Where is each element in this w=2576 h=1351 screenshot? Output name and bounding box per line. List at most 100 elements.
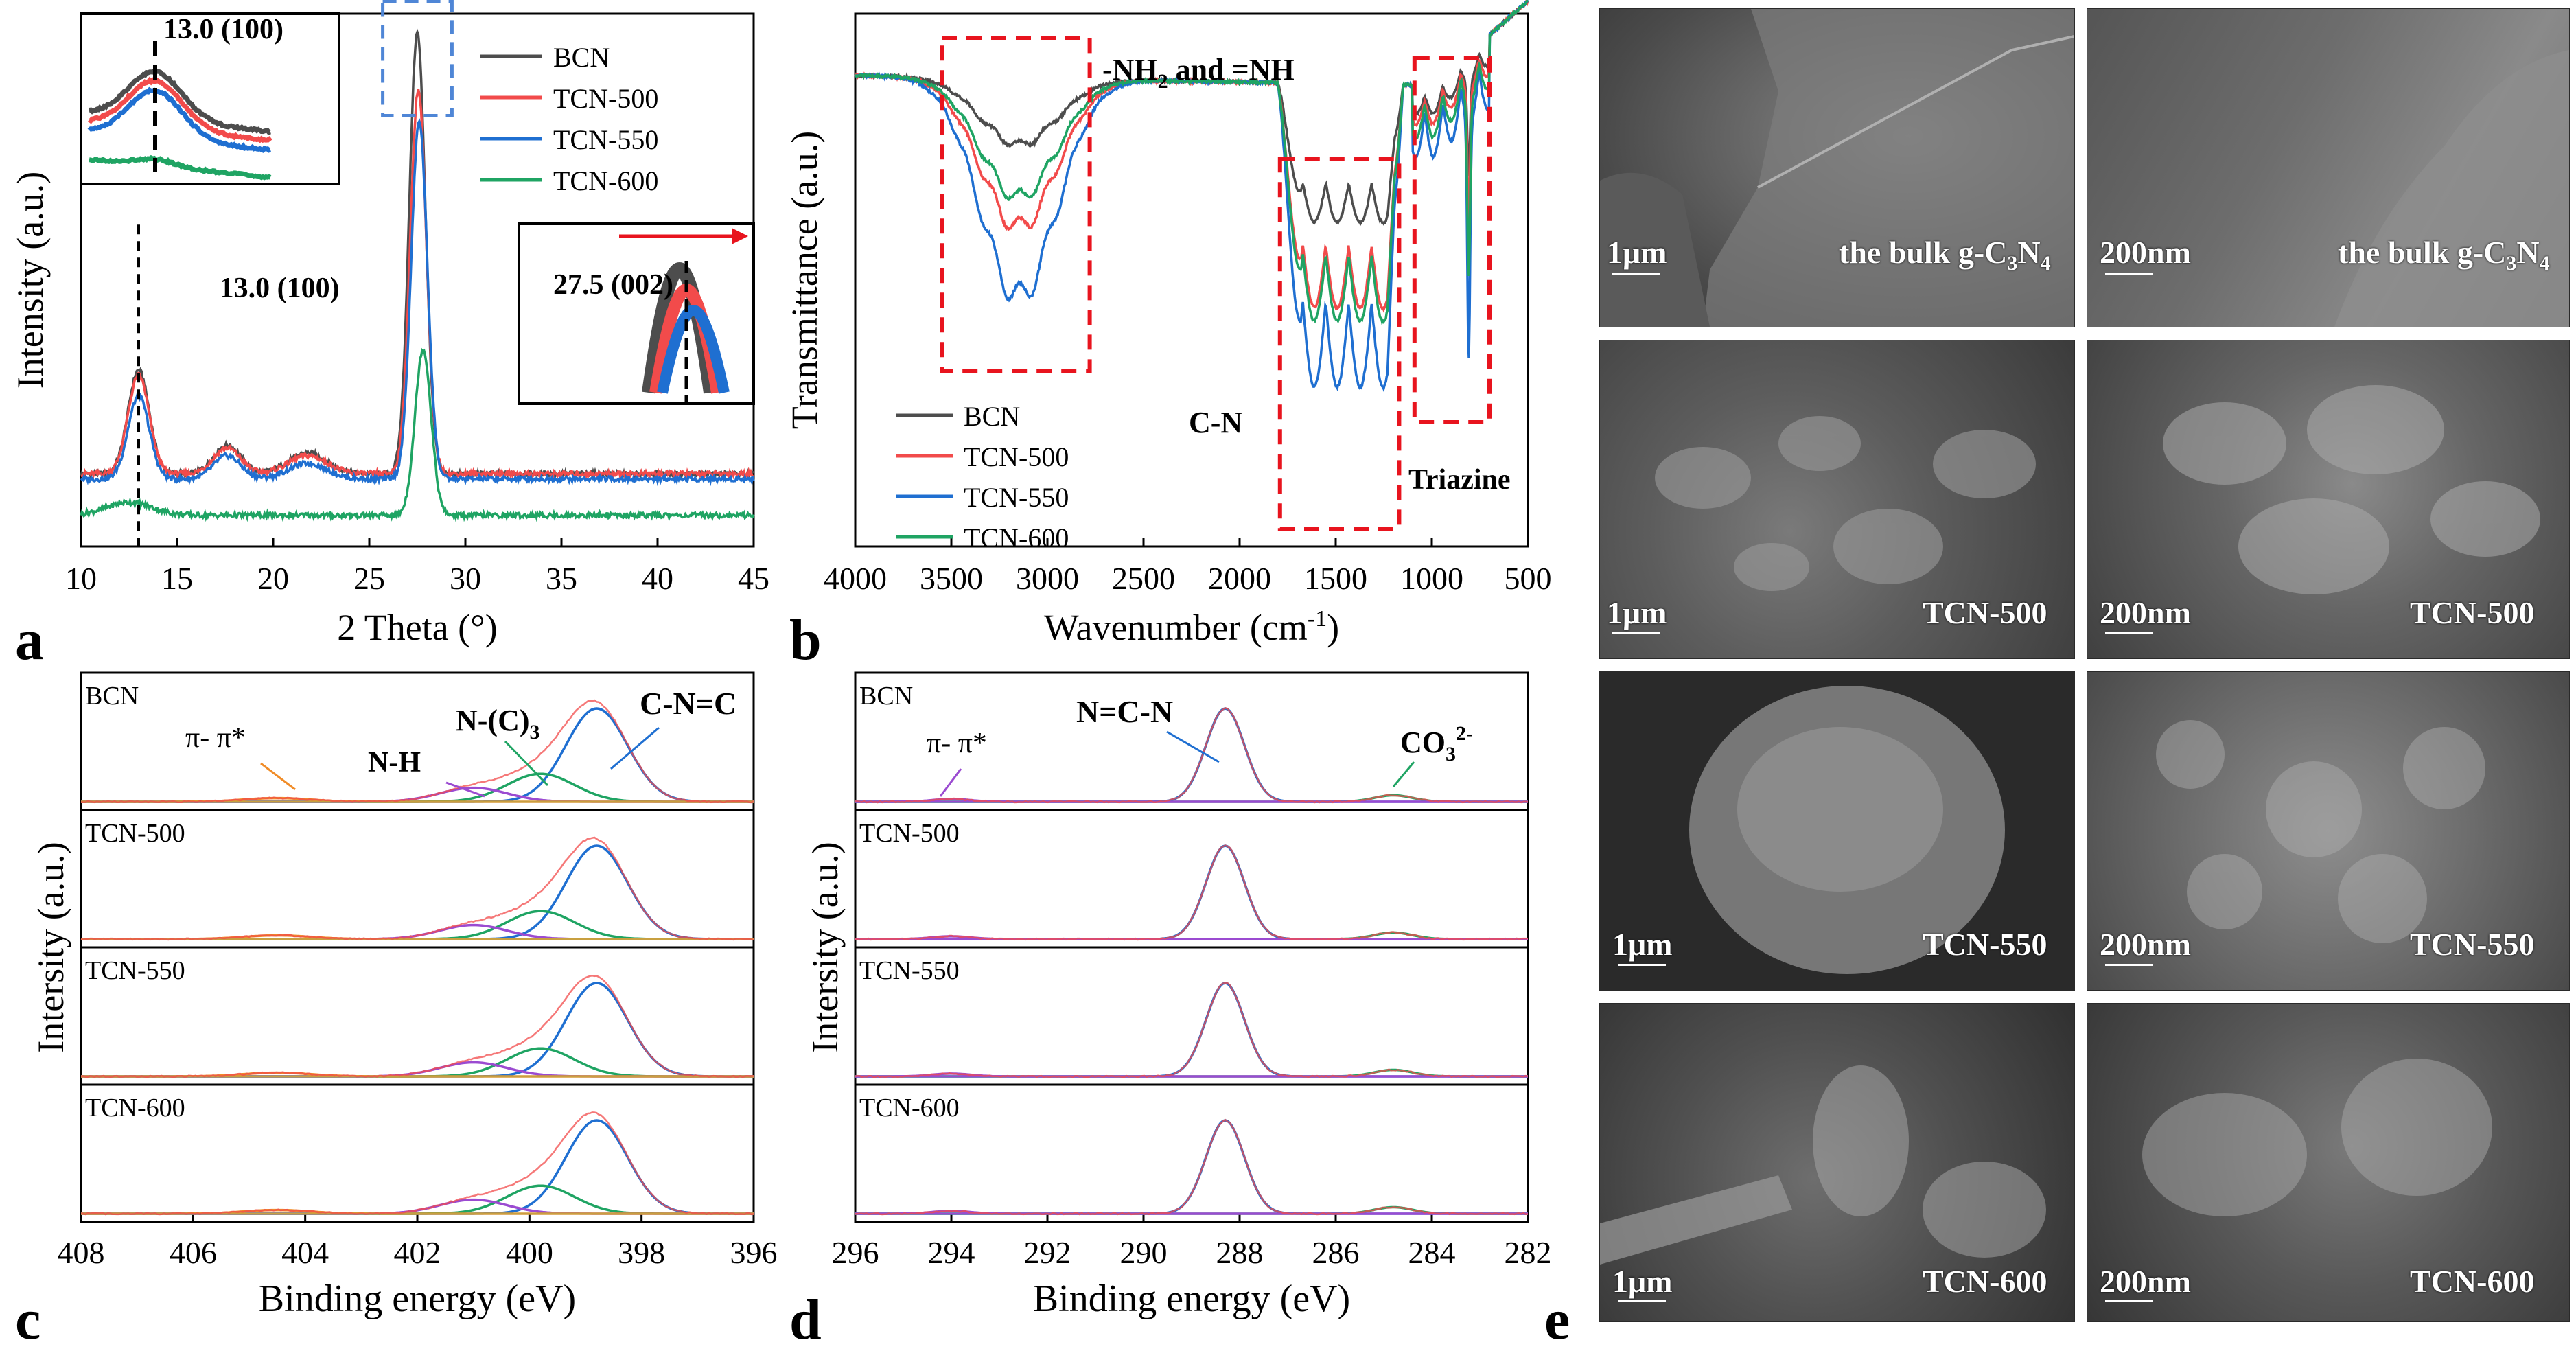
annotation-c-cnc: C-N=C xyxy=(640,686,736,721)
peak-highlight-box-a xyxy=(381,0,454,118)
scale-bar xyxy=(1618,964,1666,966)
component-d-2-0 xyxy=(855,982,1528,1078)
row-label-d-0: BCN xyxy=(859,682,913,711)
tick-label-a-4: 30 xyxy=(450,561,481,596)
y-axis-label-b: Transmittance (a.u.) xyxy=(784,131,825,429)
legend-label-a-0: BCN xyxy=(553,42,610,73)
row-label-d-2: TCN-550 xyxy=(859,956,960,985)
tick-label-a-1: 15 xyxy=(161,561,193,596)
scale-bar xyxy=(1612,632,1660,634)
component-d-3-0 xyxy=(855,1119,1528,1215)
sem-scale-label: 1μm xyxy=(1607,595,1667,630)
row-label-d-1: TCN-500 xyxy=(859,819,960,848)
tick-label-b-5: 1500 xyxy=(1304,561,1367,596)
envelope-c-3 xyxy=(80,1111,754,1216)
sem-sample-label: TCN-600 xyxy=(1923,1264,2047,1299)
tick-label-a-7: 45 xyxy=(738,561,769,596)
y-axis-label-c: Intersity (a.u.) xyxy=(30,842,71,1052)
tick-label-c-6: 396 xyxy=(730,1235,778,1270)
inset-a2-label: 27.5 (002) xyxy=(553,269,673,301)
scale-bar xyxy=(2105,964,2153,966)
annotation-b-nh: -NH2 and =NH xyxy=(1102,53,1295,93)
tick-label-c-3: 402 xyxy=(394,1235,441,1270)
sem-sample-label: the bulk g-C3N4 xyxy=(1839,235,2051,275)
scale-bar xyxy=(1612,273,1660,275)
sem-panel-tcn500-200nm: 200nm TCN-500 xyxy=(2087,340,2570,659)
row-label-c-0: BCN xyxy=(85,682,139,711)
tick-label-a-2: 20 xyxy=(257,561,289,596)
envelope-c-2 xyxy=(80,975,754,1078)
annotation-d-ncn: N=C-N xyxy=(1076,694,1173,729)
series-b-TCN-500 xyxy=(854,0,1529,313)
tick-label-d-1: 294 xyxy=(928,1235,975,1270)
component-c-2-2 xyxy=(81,1061,754,1078)
tick-label-b-0: 4000 xyxy=(824,561,887,596)
tick-label-d-5: 286 xyxy=(1312,1235,1360,1270)
x-axis-label-d: Binding energy (eV) xyxy=(1033,1278,1350,1320)
inset-a-series-BCN xyxy=(89,68,271,135)
inset-a2-series-TCN-550 xyxy=(657,304,730,394)
component-c-0-2 xyxy=(81,786,754,803)
sem-sample-label: TCN-500 xyxy=(1923,595,2047,630)
row-label-c-1: TCN-500 xyxy=(85,819,185,848)
envelope-c-1 xyxy=(80,836,754,941)
inset-a-series-TCN-600 xyxy=(89,154,272,181)
panel-letter-a: a xyxy=(15,608,44,672)
row-label-d-3: TCN-600 xyxy=(859,1094,960,1122)
envelope-d-2 xyxy=(855,982,1529,1078)
annotation-b-cn: C-N xyxy=(1189,406,1242,439)
sem-panel-tcn600-200nm: 200nm TCN-600 xyxy=(2087,1003,2570,1322)
row-label-c-2: TCN-550 xyxy=(85,956,185,985)
y-axis-label-a: Intensity (a.u.) xyxy=(10,172,51,389)
sem-sample-label: the bulk g-C3N4 xyxy=(2338,235,2550,275)
series-b-TCN-600 xyxy=(855,0,1529,325)
panel-letter-e: e xyxy=(1544,1288,1570,1351)
sem-panel-bulk-1um: 1μm the bulk g-C3N4 xyxy=(1599,8,2075,327)
tick-label-d-4: 288 xyxy=(1216,1235,1264,1270)
sem-sample-label: TCN-500 xyxy=(2410,595,2535,630)
sem-panel-tcn550-1um: 1μm TCN-550 xyxy=(1599,671,2075,991)
tick-label-b-4: 2000 xyxy=(1208,561,1271,596)
arrow-d-pipi xyxy=(939,768,962,797)
sem-scale-label: 200nm xyxy=(2100,1264,2191,1299)
tick-label-c-2: 404 xyxy=(281,1235,329,1270)
annotation-a-100: 13.0 (100) xyxy=(220,273,340,304)
inset-a-label: 13.0 (100) xyxy=(163,14,283,45)
tick-label-d-6: 284 xyxy=(1408,1235,1456,1270)
sem-sample-label: TCN-600 xyxy=(2410,1264,2535,1299)
tick-label-d-7: 282 xyxy=(1505,1235,1552,1270)
band-box-b-0 xyxy=(940,36,1092,373)
arrow-d-ncn xyxy=(1166,730,1220,763)
tick-label-a-3: 25 xyxy=(353,561,385,596)
tick-label-b-7: 500 xyxy=(1505,561,1552,596)
component-c-3-0 xyxy=(81,1119,754,1215)
x-axis-label-b: Wavenumber (cm-1) xyxy=(1044,606,1339,648)
legend-label-a-3: TCN-600 xyxy=(553,165,658,196)
y-axis-label-d: Intersity (a.u.) xyxy=(804,842,846,1052)
axes-b-frame xyxy=(854,12,1529,548)
envelope-c-0 xyxy=(80,699,754,804)
sem-panel-bulk-200nm: 200nm the bulk g-C3N4 xyxy=(2087,8,2570,327)
annotation-d-co3: CO32- xyxy=(1400,722,1473,765)
arrow-c-cnc xyxy=(610,726,660,770)
tick-label-c-5: 398 xyxy=(618,1235,665,1270)
series-a-TCN-600 xyxy=(80,347,755,522)
tick-label-b-6: 1000 xyxy=(1400,561,1463,596)
envelope-d-0 xyxy=(855,707,1529,804)
component-c-1-0 xyxy=(81,844,754,940)
envelope-d-3 xyxy=(855,1118,1529,1216)
tick-label-d-2: 292 xyxy=(1024,1235,1071,1270)
band-box-b-1 xyxy=(1277,157,1402,531)
sem-sample-label: TCN-550 xyxy=(1923,927,2047,962)
arrow-d-co3 xyxy=(1392,761,1415,787)
legend-label-b-1: TCN-500 xyxy=(964,441,1069,472)
scale-bar xyxy=(2105,1300,2153,1302)
tick-label-b-3: 2500 xyxy=(1112,561,1175,596)
panel-letter-b: b xyxy=(789,608,822,672)
inset-a-series-TCN-500 xyxy=(87,76,272,143)
arrow-c-nc3 xyxy=(504,740,549,787)
scale-bar xyxy=(2105,632,2153,634)
sem-scale-label: 1μm xyxy=(1607,235,1667,270)
inset-a-series-TCN-550 xyxy=(87,86,272,153)
